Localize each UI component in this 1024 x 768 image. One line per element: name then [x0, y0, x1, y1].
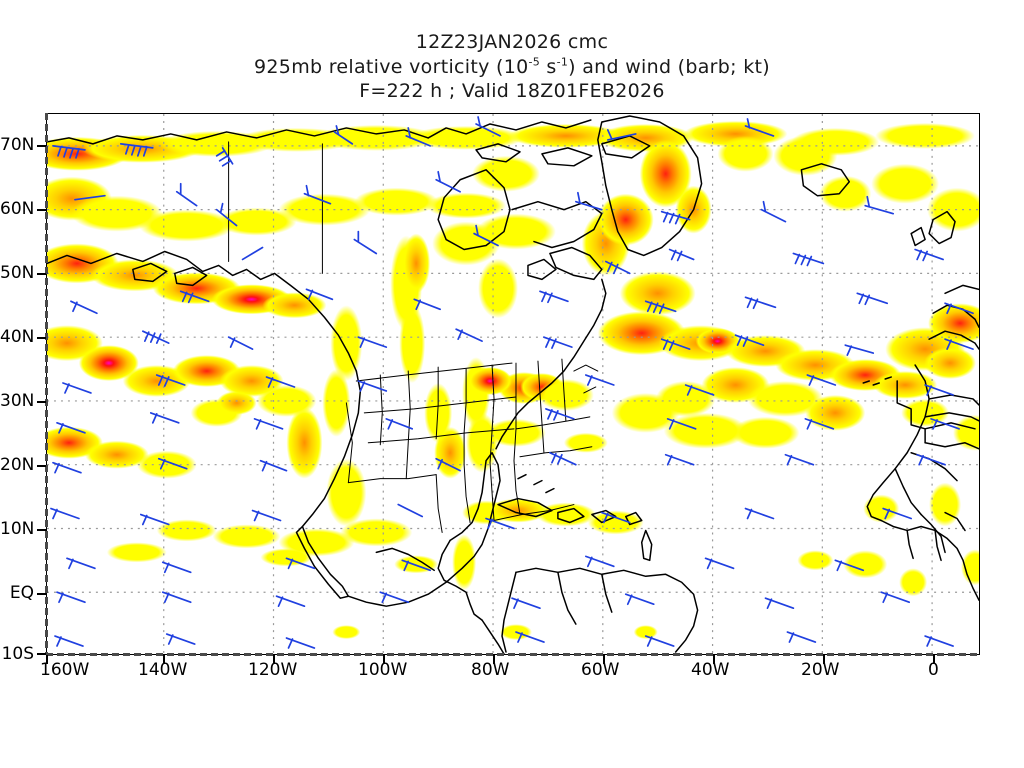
y-tick-eq	[37, 593, 46, 595]
title-exp-1: -5	[528, 55, 541, 69]
x-label-20w: 20W	[801, 660, 840, 680]
x-label-80w: 80W	[471, 660, 510, 680]
y-tick-30n	[37, 401, 46, 403]
map-svg	[47, 114, 979, 654]
y-label-eq: EQ	[9, 583, 34, 603]
x-tick-120w	[273, 655, 275, 664]
axis-bottom-dashed	[46, 653, 980, 656]
y-tick-70n	[37, 145, 46, 147]
x-label-140w: 140W	[138, 660, 188, 680]
y-tick-40n	[37, 337, 46, 339]
y-label-30n: 30N	[0, 391, 35, 411]
y-label-70n: 70N	[0, 135, 35, 155]
x-label-60w: 60W	[581, 660, 620, 680]
map-plot-area	[46, 113, 980, 655]
y-tick-10s	[37, 653, 46, 655]
y-tick-60n	[37, 209, 46, 211]
y-tick-20n	[37, 465, 46, 467]
x-label-160w: 160W	[40, 660, 90, 680]
x-tick-140w	[163, 655, 165, 664]
title-exp-2: -1	[556, 55, 569, 69]
x-tick-60w	[603, 655, 605, 664]
title-line-model: 12Z23JAN2026 cmc	[415, 31, 609, 53]
title-line-field: 925mb relative vorticity (10-5 s-1) and …	[0, 55, 1024, 80]
x-label-0: 0	[928, 660, 939, 680]
y-label-60n: 60N	[0, 199, 35, 219]
y-label-10n: 10N	[0, 519, 35, 539]
title-line-valid: F=222 h ; Valid 18Z01FEB2026	[359, 80, 665, 103]
wind-barbs	[50, 116, 974, 649]
y-label-10s: 10S	[1, 644, 34, 664]
y-tick-10n	[37, 529, 46, 531]
axis-left-dashed	[45, 113, 48, 655]
title-field-pre: 925mb relative vorticity (10	[254, 55, 529, 78]
title-field-post: ) and wind (barb; kt)	[568, 55, 770, 78]
x-tick-0	[933, 655, 935, 664]
title-field-mid: s	[540, 55, 557, 78]
x-label-120w: 120W	[248, 660, 298, 680]
vorticity-shading	[47, 120, 979, 641]
y-tick-50n	[37, 273, 46, 275]
chart-title-block: 12Z23JAN2026 cmc 925mb relative vorticit…	[0, 30, 1024, 104]
x-tick-100w	[383, 655, 385, 664]
x-label-40w: 40W	[691, 660, 730, 680]
x-tick-40w	[713, 655, 715, 664]
y-label-40n: 40N	[0, 327, 35, 347]
y-label-20n: 20N	[0, 455, 35, 475]
x-tick-20w	[823, 655, 825, 664]
x-tick-160w	[46, 655, 48, 664]
y-label-50n: 50N	[0, 263, 35, 283]
x-tick-80w	[493, 655, 495, 664]
x-label-100w: 100W	[358, 660, 408, 680]
